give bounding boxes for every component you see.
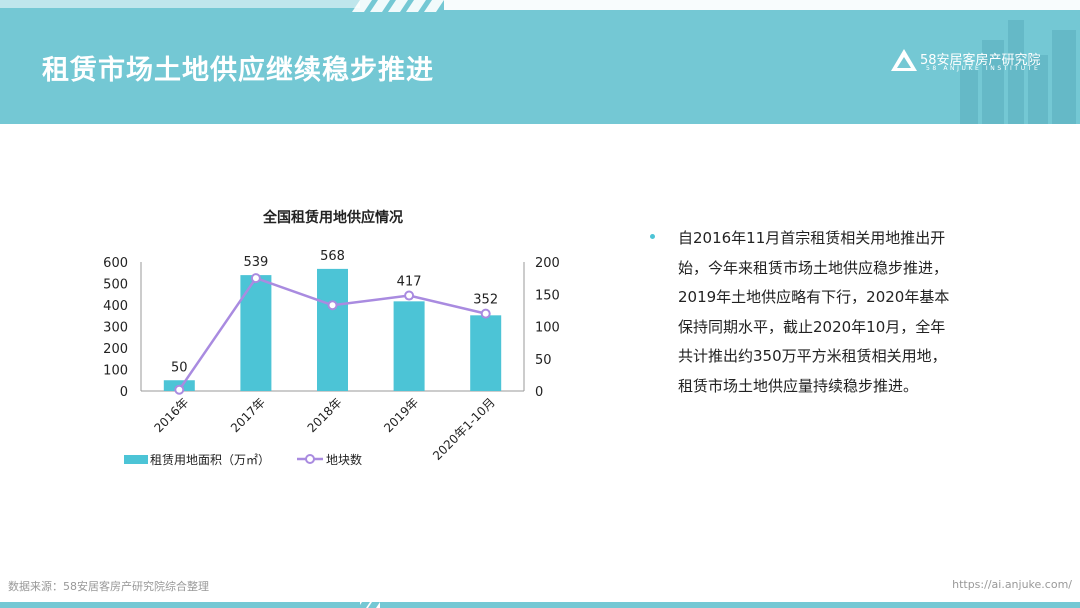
data-label: 50 <box>171 360 188 375</box>
left-y-axis: 0 100 200 300 400 500 600 <box>103 256 128 400</box>
footer-url[interactable]: https://ai.anjuke.com/ <box>952 578 1072 591</box>
legend-swatch-bar <box>124 455 148 464</box>
x-tick-label: 2020年1-10月 <box>430 395 498 463</box>
x-tick-label: 2018年 <box>305 395 345 435</box>
bar-series: 50 539 568 417 352 <box>163 249 502 391</box>
data-label: 417 <box>397 275 422 290</box>
bar <box>470 315 502 391</box>
page-title: 租赁市场土地供应继续稳步推进 <box>42 55 434 86</box>
x-tick-label: 2017年 <box>228 395 268 435</box>
left-tick-label: 600 <box>103 256 128 271</box>
header-banner: 租赁市场土地供应继续稳步推进 58安居客房产研究院 58 ANJUKE INST… <box>0 0 1080 124</box>
bullet-dot-icon <box>650 234 655 239</box>
line-point <box>250 273 261 284</box>
data-label: 539 <box>243 255 268 270</box>
left-tick-label: 100 <box>103 364 128 379</box>
data-source-note: 数据来源：58安居客房产研究院综合整理 <box>8 580 209 593</box>
left-tick-label: 300 <box>103 321 128 336</box>
legend-swatch-marker <box>305 454 315 464</box>
line-point <box>327 300 338 311</box>
line-point <box>480 308 491 319</box>
data-label: 568 <box>320 249 345 264</box>
supply-chart: 全国租赁用地供应情况 0 100 200 300 400 500 600 0 50 100 150… <box>103 209 560 467</box>
chart-title: 全国租赁用地供应情况 <box>262 209 403 226</box>
chart-legend: 租赁用地面积（万㎡） 地块数 <box>124 452 362 467</box>
bar <box>317 268 348 391</box>
data-label: 352 <box>473 293 498 308</box>
bar <box>393 301 425 391</box>
left-tick-label: 400 <box>103 299 128 314</box>
right-tick-label: 150 <box>535 288 560 303</box>
left-tick-label: 200 <box>103 342 128 357</box>
logo-name: 58安居客房产研究院 <box>920 53 1041 68</box>
right-tick-label: 200 <box>535 256 560 271</box>
logo-icon <box>891 49 917 71</box>
legend-label-line: 地块数 <box>326 452 362 467</box>
right-tick-label: 50 <box>535 353 552 368</box>
line-series <box>174 273 491 395</box>
right-tick-label: 100 <box>535 321 560 336</box>
x-tick-label: 2016年 <box>151 395 191 435</box>
brand-logo: 58安居客房产研究院 58 ANJUKE INSTITUTE <box>890 48 1041 76</box>
right-y-axis: 0 50 100 150 200 <box>535 256 560 400</box>
right-tick-label: 0 <box>535 385 543 400</box>
logo-subtitle: 58 ANJUKE INSTITUTE <box>926 65 1041 72</box>
left-tick-label: 0 <box>120 385 128 400</box>
line-point <box>404 290 415 301</box>
x-tick-label: 2019年 <box>381 395 421 435</box>
summary-text: 自2016年11月首宗租赁相关用地推出开始，今年来租赁市场土地供应稳步推进，20… <box>678 229 950 395</box>
line-point <box>174 384 185 395</box>
bottom-decoration-bar <box>0 602 1080 608</box>
legend-label-bar: 租赁用地面积（万㎡） <box>150 453 270 467</box>
left-tick-label: 500 <box>103 278 128 293</box>
summary-bullet: 自2016年11月首宗租赁相关用地推出开始，今年来租赁市场土地供应稳步推进，20… <box>650 224 950 401</box>
